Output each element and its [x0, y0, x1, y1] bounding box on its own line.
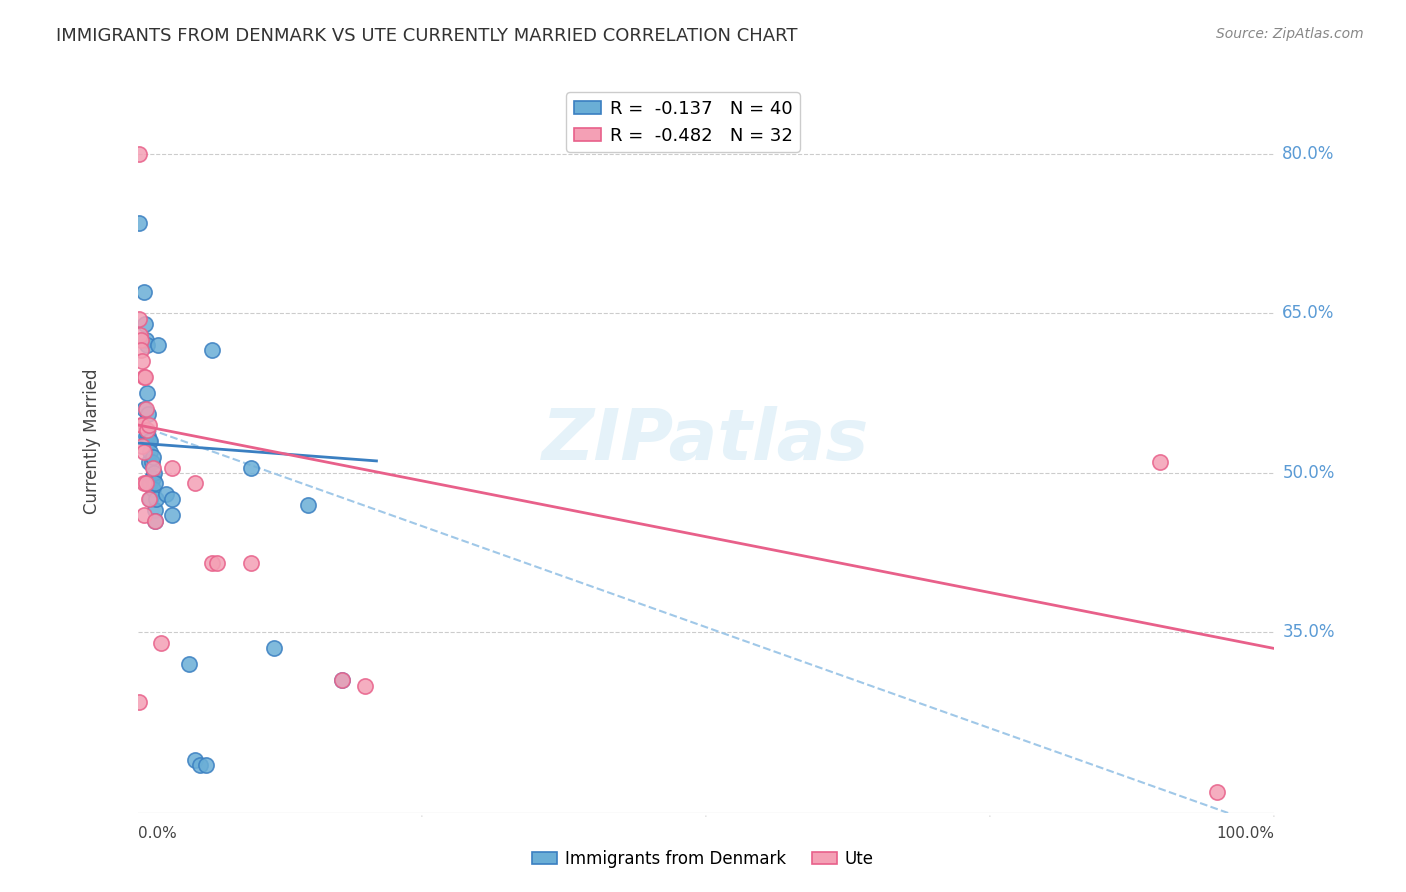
Point [148, 338, 170, 352]
Point [128, 311, 150, 326]
Point [332, 673, 354, 688]
Point [160, 492, 183, 507]
Legend: R =  -0.137   N = 40, R =  -0.482   N = 32: R = -0.137 N = 40, R = -0.482 N = 32 [567, 93, 800, 152]
Point [1206, 785, 1229, 799]
Point [131, 417, 153, 432]
Point [139, 434, 162, 448]
Point [136, 338, 159, 352]
Point [136, 423, 159, 437]
Point [143, 503, 166, 517]
Text: 50.0%: 50.0% [1282, 464, 1334, 482]
Point [145, 492, 167, 507]
Point [141, 471, 163, 485]
Point [138, 476, 160, 491]
Point [142, 471, 165, 485]
Point [177, 657, 200, 672]
Point [136, 407, 159, 421]
Text: 0.0%: 0.0% [138, 826, 177, 841]
Point [201, 556, 224, 570]
Point [139, 492, 162, 507]
Point [131, 354, 153, 368]
Point [135, 476, 157, 491]
Text: 100.0%: 100.0% [1216, 826, 1274, 841]
Legend: Immigrants from Denmark, Ute: Immigrants from Denmark, Ute [526, 844, 880, 875]
Point [143, 514, 166, 528]
Point [1149, 455, 1171, 469]
Point [138, 455, 160, 469]
Point [129, 343, 152, 358]
Point [139, 476, 162, 491]
Point [138, 434, 160, 448]
Point [190, 758, 212, 772]
Text: 35.0%: 35.0% [1282, 624, 1334, 641]
Point [128, 146, 150, 161]
Point [132, 285, 155, 299]
Point [207, 556, 229, 570]
Point [132, 476, 155, 491]
Text: Currently Married: Currently Married [83, 368, 101, 514]
Point [128, 695, 150, 709]
Point [135, 333, 157, 347]
Point [183, 476, 205, 491]
Text: Source: ZipAtlas.com: Source: ZipAtlas.com [1216, 27, 1364, 41]
Point [135, 428, 157, 442]
Point [201, 343, 224, 358]
Point [128, 216, 150, 230]
Point [183, 753, 205, 767]
Point [129, 333, 152, 347]
Point [141, 455, 163, 469]
Point [263, 641, 285, 656]
Point [131, 439, 153, 453]
Point [132, 370, 155, 384]
Point [149, 636, 172, 650]
Point [134, 317, 156, 331]
Point [160, 508, 183, 523]
Point [138, 417, 160, 432]
Point [240, 556, 263, 570]
Point [139, 444, 162, 458]
Point [354, 679, 377, 693]
Point [132, 402, 155, 417]
Point [142, 466, 165, 480]
Point [136, 428, 159, 442]
Point [129, 417, 152, 432]
Text: IMMIGRANTS FROM DENMARK VS UTE CURRENTLY MARRIED CORRELATION CHART: IMMIGRANTS FROM DENMARK VS UTE CURRENTLY… [56, 27, 797, 45]
Point [142, 460, 165, 475]
Point [160, 460, 183, 475]
Point [155, 487, 177, 501]
Point [142, 482, 165, 496]
Point [143, 476, 166, 491]
Point [135, 402, 157, 417]
Point [134, 370, 156, 384]
Text: ZIPatlas: ZIPatlas [543, 407, 869, 475]
Point [138, 492, 160, 507]
Point [136, 386, 159, 401]
Point [142, 450, 165, 464]
Point [297, 498, 319, 512]
Point [240, 460, 263, 475]
Point [132, 508, 155, 523]
Point [195, 758, 218, 772]
Point [143, 514, 166, 528]
Point [132, 444, 155, 458]
Point [129, 327, 152, 342]
Point [332, 673, 354, 688]
Text: 65.0%: 65.0% [1282, 304, 1334, 322]
Text: 80.0%: 80.0% [1282, 145, 1334, 162]
